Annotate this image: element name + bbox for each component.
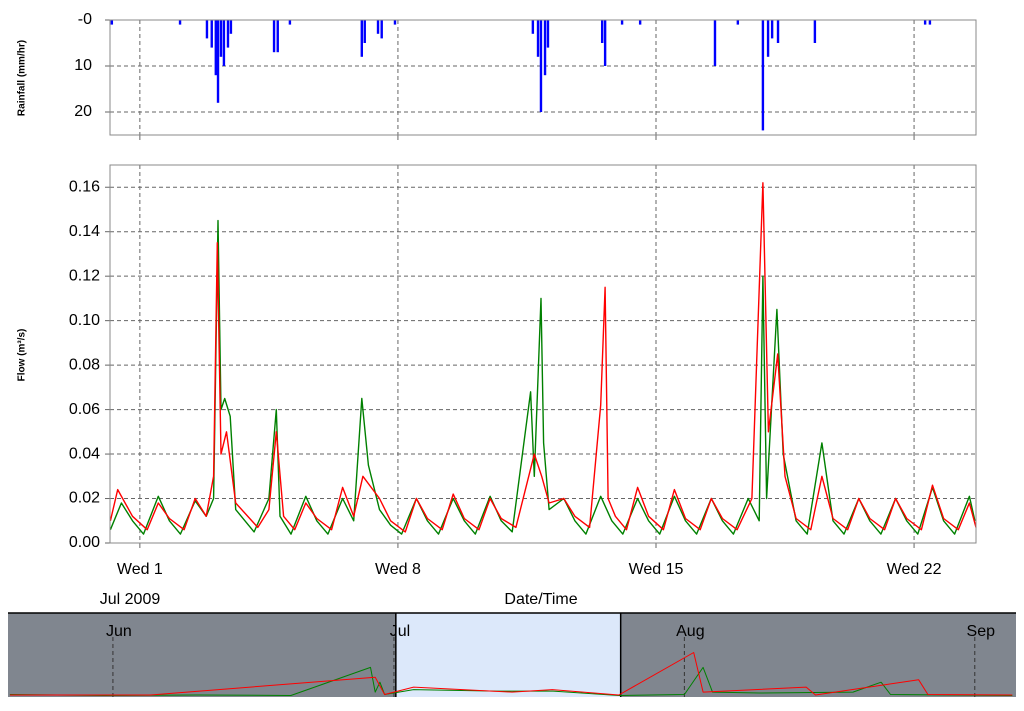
- rainfall-bar: [216, 20, 220, 103]
- rainfall-bar: [539, 20, 543, 112]
- rainfall-bar: [226, 20, 230, 48]
- x-tick-label: Wed 22: [887, 561, 942, 578]
- rainfall-bar: [713, 20, 717, 66]
- rainfall-bar: [813, 20, 817, 43]
- rainfall-bar: [393, 20, 397, 25]
- y-tick-label: 0.00: [69, 534, 100, 551]
- y-tick-label: 10: [74, 57, 92, 74]
- rainfall-bar: [600, 20, 604, 43]
- rainfall-bar: [928, 20, 932, 25]
- y-tick-label: 0.14: [69, 223, 100, 240]
- rainfall-bar: [376, 20, 380, 34]
- rainfall-bar: [214, 20, 218, 76]
- rainfall-bar: [380, 20, 383, 39]
- x-axis-label: Date/Time: [504, 591, 577, 608]
- flow-line: [9, 666, 1013, 696]
- navigator-selection[interactable]: [395, 613, 621, 697]
- x-tick-label: Wed 8: [375, 561, 421, 578]
- rainfall-bar: [536, 20, 540, 57]
- y-tick-label: 0.16: [69, 178, 100, 195]
- rainfall-bar: [776, 20, 780, 43]
- date-annotation: Jul 2009: [100, 591, 161, 608]
- rainfall-bar: [205, 20, 209, 39]
- y-tick-label: -0: [78, 11, 92, 28]
- y-tick-label: 0.08: [69, 356, 100, 373]
- x-tick-label: Jun: [106, 623, 132, 640]
- y-tick-label: 0.12: [69, 267, 100, 284]
- rainfall-bar: [219, 20, 223, 57]
- y-tick-label: 0.10: [69, 312, 100, 329]
- plot-border: [109, 19, 977, 136]
- rainfall-bar: [110, 20, 114, 25]
- rainfall-bar: [210, 20, 213, 48]
- x-tick-label: Wed 15: [629, 561, 684, 578]
- rainfall-bar: [620, 20, 624, 25]
- rainfall-bar: [360, 20, 363, 57]
- flow-line: [109, 182, 977, 533]
- rainfall-bar: [770, 20, 774, 39]
- rainfall-bar: [736, 20, 740, 25]
- rainfall-bar: [229, 20, 233, 34]
- rainfall-bar: [923, 20, 927, 25]
- y-axis-label: Rainfall (mm/hr): [17, 40, 28, 116]
- plot-border: [109, 164, 977, 544]
- x-tick-label: Aug: [676, 623, 704, 640]
- flow-line: [9, 652, 1013, 696]
- rainfall-bar: [363, 20, 366, 43]
- rainfall-bar: [222, 20, 226, 66]
- rainfall-bar: [766, 20, 770, 57]
- rainfall-bar: [531, 20, 535, 34]
- rainfall-bar: [276, 20, 279, 53]
- rainfall-bar: [638, 20, 642, 25]
- rainfall-bar: [178, 20, 182, 25]
- y-tick-label: 0.06: [69, 401, 100, 418]
- y-tick-label: 0.04: [69, 445, 100, 462]
- y-axis-label: Flow (m³/s): [17, 329, 28, 382]
- x-tick-label: Jul: [390, 623, 410, 640]
- y-tick-label: 0.02: [69, 490, 100, 507]
- x-tick-label: Sep: [967, 623, 996, 640]
- rainfall-bar: [546, 20, 550, 48]
- flow-line: [109, 219, 976, 535]
- x-tick-label: Wed 1: [117, 561, 163, 578]
- rainfall-bar: [272, 20, 276, 53]
- y-tick-label: 20: [74, 103, 92, 120]
- rainfall-bar: [543, 20, 547, 76]
- rainfall-bar: [761, 20, 765, 131]
- rainfall-bar: [288, 20, 292, 25]
- rainfall-bar: [603, 20, 607, 66]
